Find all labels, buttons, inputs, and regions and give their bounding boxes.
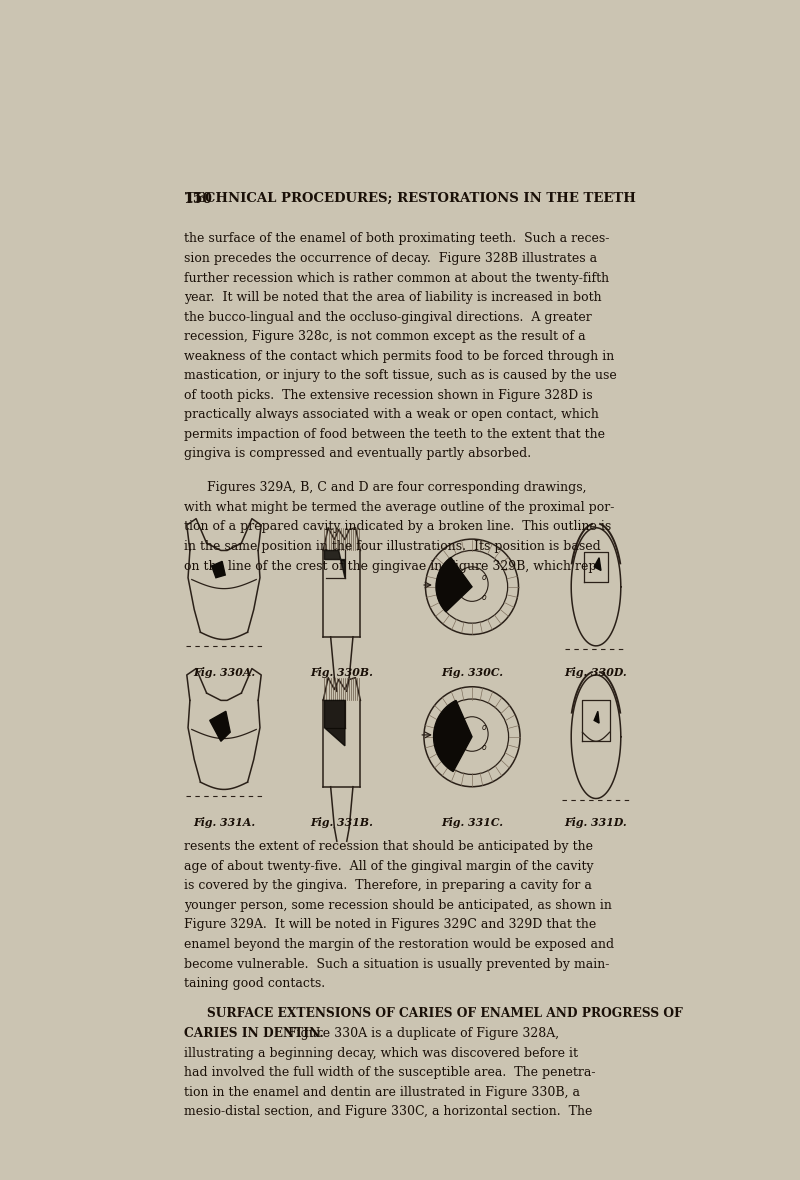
Text: enamel beyond the margin of the restoration would be exposed and: enamel beyond the margin of the restorat…	[184, 938, 614, 951]
Text: permits impaction of food between the teeth to the extent that the: permits impaction of food between the te…	[184, 428, 605, 441]
Text: illustrating a beginning decay, which was discovered before it: illustrating a beginning decay, which wa…	[184, 1047, 578, 1060]
Text: gingiva is compressed and eventually partly absorbed.: gingiva is compressed and eventually par…	[184, 447, 531, 460]
Text: had involved the full width of the susceptible area.  The penetra-: had involved the full width of the susce…	[184, 1066, 595, 1079]
Text: Fig. 331C.: Fig. 331C.	[441, 817, 503, 827]
Text: 150: 150	[184, 191, 213, 205]
Text: o: o	[482, 743, 486, 752]
Text: Fig. 331A.: Fig. 331A.	[193, 817, 255, 827]
Text: Fig. 330A.: Fig. 330A.	[193, 667, 255, 677]
Polygon shape	[594, 558, 601, 570]
Text: Figure 329A.  It will be noted in Figures 329C and 329D that the: Figure 329A. It will be noted in Figures…	[184, 918, 596, 931]
Text: TECHNICAL PROCEDURES; RESTORATIONS IN THE TEETH: TECHNICAL PROCEDURES; RESTORATIONS IN TH…	[185, 191, 635, 204]
Polygon shape	[436, 557, 472, 611]
Text: tion of a prepared cavity indicated by a broken line.  This outline is: tion of a prepared cavity indicated by a…	[184, 520, 611, 533]
Text: weakness of the contact which permits food to be forced through in: weakness of the contact which permits fo…	[184, 349, 614, 362]
Polygon shape	[325, 701, 345, 746]
Text: Fig. 331D.: Fig. 331D.	[565, 817, 627, 827]
Ellipse shape	[436, 550, 508, 623]
Text: is covered by the gingiva.  Therefore, in preparing a cavity for a: is covered by the gingiva. Therefore, in…	[184, 879, 591, 892]
Text: become vulnerable.  Such a situation is usually prevented by main-: become vulnerable. Such a situation is u…	[184, 957, 609, 970]
Text: Fig. 330C.: Fig. 330C.	[441, 667, 503, 677]
Text: o: o	[482, 594, 486, 602]
Text: the bucco-lingual and the occluso-gingival directions.  A greater: the bucco-lingual and the occluso-gingiv…	[184, 310, 591, 323]
Text: CARIES IN DENTIN.: CARIES IN DENTIN.	[184, 1027, 323, 1040]
Text: SURFACE EXTENSIONS OF CARIES OF ENAMEL AND PROGRESS OF: SURFACE EXTENSIONS OF CARIES OF ENAMEL A…	[207, 1008, 683, 1021]
Polygon shape	[211, 562, 226, 578]
Text: year.  It will be noted that the area of liability is increased in both: year. It will be noted that the area of …	[184, 291, 602, 304]
Text: resents the extent of recession that should be anticipated by the: resents the extent of recession that sho…	[184, 840, 593, 853]
Text: age of about twenty-five.  All of the gingival margin of the cavity: age of about twenty-five. All of the gin…	[184, 860, 594, 873]
Polygon shape	[325, 550, 345, 578]
Text: Figures 329A, B, C and D are four corresponding drawings,: Figures 329A, B, C and D are four corres…	[207, 481, 586, 494]
Text: tion in the enamel and dentin are illustrated in Figure 330B, a: tion in the enamel and dentin are illust…	[184, 1086, 580, 1099]
Text: the surface of the enamel of both proximating teeth.  Such a reces-: the surface of the enamel of both proxim…	[184, 232, 609, 245]
Text: taining good contacts.: taining good contacts.	[184, 977, 325, 990]
Text: o: o	[482, 723, 486, 732]
Text: on the line of the crest of the gingivae in Figure 329B, which rep-: on the line of the crest of the gingivae…	[184, 559, 600, 572]
Text: of tooth picks.  The extensive recession shown in Figure 328D is: of tooth picks. The extensive recession …	[184, 388, 592, 401]
Text: with what might be termed the average outline of the proximal por-: with what might be termed the average ou…	[184, 502, 614, 514]
Text: sion precedes the occurrence of decay.  Figure 328B illustrates a: sion precedes the occurrence of decay. F…	[184, 253, 597, 266]
Polygon shape	[210, 712, 230, 741]
Text: mesio-distal section, and Figure 330C, a horizontal section.  The: mesio-distal section, and Figure 330C, a…	[184, 1106, 592, 1119]
Text: younger person, some recession should be anticipated, as shown in: younger person, some recession should be…	[184, 899, 611, 912]
Text: Fig. 330B.: Fig. 330B.	[310, 667, 374, 677]
Text: mastication, or injury to the soft tissue, such as is caused by the use: mastication, or injury to the soft tissu…	[184, 369, 617, 382]
Text: practically always associated with a weak or open contact, which: practically always associated with a wea…	[184, 408, 598, 421]
Text: in the same position in the four illustrations.  Its position is based: in the same position in the four illustr…	[184, 540, 601, 553]
Text: o: o	[482, 573, 486, 582]
Polygon shape	[434, 701, 472, 772]
Text: Fig. 331B.: Fig. 331B.	[310, 817, 374, 827]
Ellipse shape	[435, 699, 509, 774]
Text: Fig. 330D.: Fig. 330D.	[565, 667, 627, 677]
Polygon shape	[594, 712, 599, 723]
Text: further recession which is rather common at about the twenty-fifth: further recession which is rather common…	[184, 271, 609, 284]
Text: Figure 330A is a duplicate of Figure 328A,: Figure 330A is a duplicate of Figure 328…	[280, 1027, 559, 1040]
Text: recession, Figure 328c, is not common except as the result of a: recession, Figure 328c, is not common ex…	[184, 330, 586, 343]
